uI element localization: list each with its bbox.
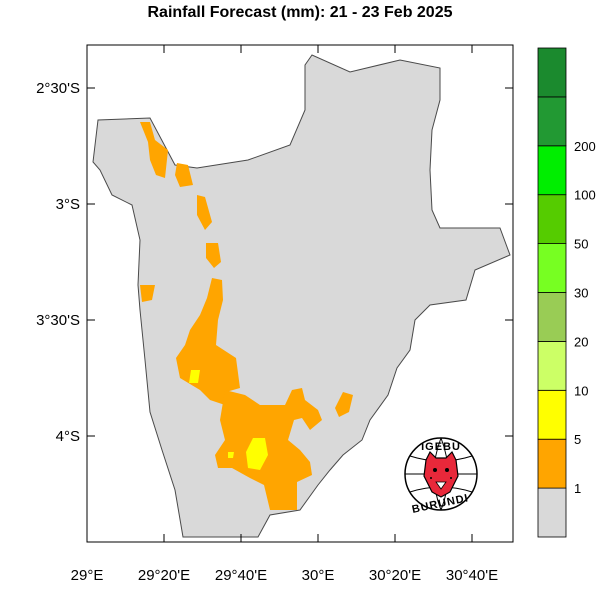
x-tick-label: 30°20'E [369, 567, 421, 584]
legend-colorbar [537, 47, 567, 538]
legend-swatch [537, 389, 567, 440]
legend-label: 20 [574, 334, 588, 349]
legend-label: 30 [574, 286, 588, 301]
legend-labels: 1 5 10 20 30 50 100 200 [574, 139, 596, 496]
legend-label: 200 [574, 139, 596, 154]
legend-label: 100 [574, 188, 596, 203]
y-tick-label: 4°S [56, 428, 80, 445]
x-tick-label: 29°40'E [215, 567, 267, 584]
rain-zone-5-10mm [189, 370, 268, 470]
x-axis: 29°E 29°20'E 29°40'E 30°E 30°20'E 30°40'… [71, 45, 498, 584]
igebu-logo: IGEBU BURUNDI [404, 437, 478, 516]
map-title: Rainfall Forecast (mm): 21 - 23 Feb 2025 [147, 4, 453, 21]
x-tick-label: 29°20'E [138, 567, 190, 584]
x-tick-label: 30°E [302, 567, 335, 584]
burundi-land [92, 54, 511, 538]
logo-top-text: IGEBU [421, 441, 461, 453]
leopard-head-icon [423, 450, 459, 498]
legend-label: 5 [574, 432, 581, 447]
legend-swatch [537, 145, 567, 196]
y-tick-label: 3°30'S [36, 312, 80, 329]
legend-swatch [537, 487, 567, 538]
y-tick-label: 2°30'S [36, 80, 80, 97]
legend-swatch [537, 96, 567, 147]
legend-swatch [537, 243, 567, 293]
x-tick-label: 30°40'E [446, 567, 498, 584]
y-axis: 2°30'S 3°S 3°30'S 4°S [36, 80, 513, 445]
legend-swatch [537, 194, 567, 244]
y-tick-label: 3°S [56, 196, 80, 213]
x-tick-label: 29°E [71, 567, 104, 584]
legend-label: 10 [574, 383, 588, 398]
legend-label: 1 [574, 481, 581, 496]
legend-swatch [537, 292, 567, 342]
legend-swatch [537, 438, 567, 489]
legend-swatch [537, 47, 567, 98]
legend-label: 50 [574, 237, 588, 252]
legend-swatch [537, 340, 567, 391]
